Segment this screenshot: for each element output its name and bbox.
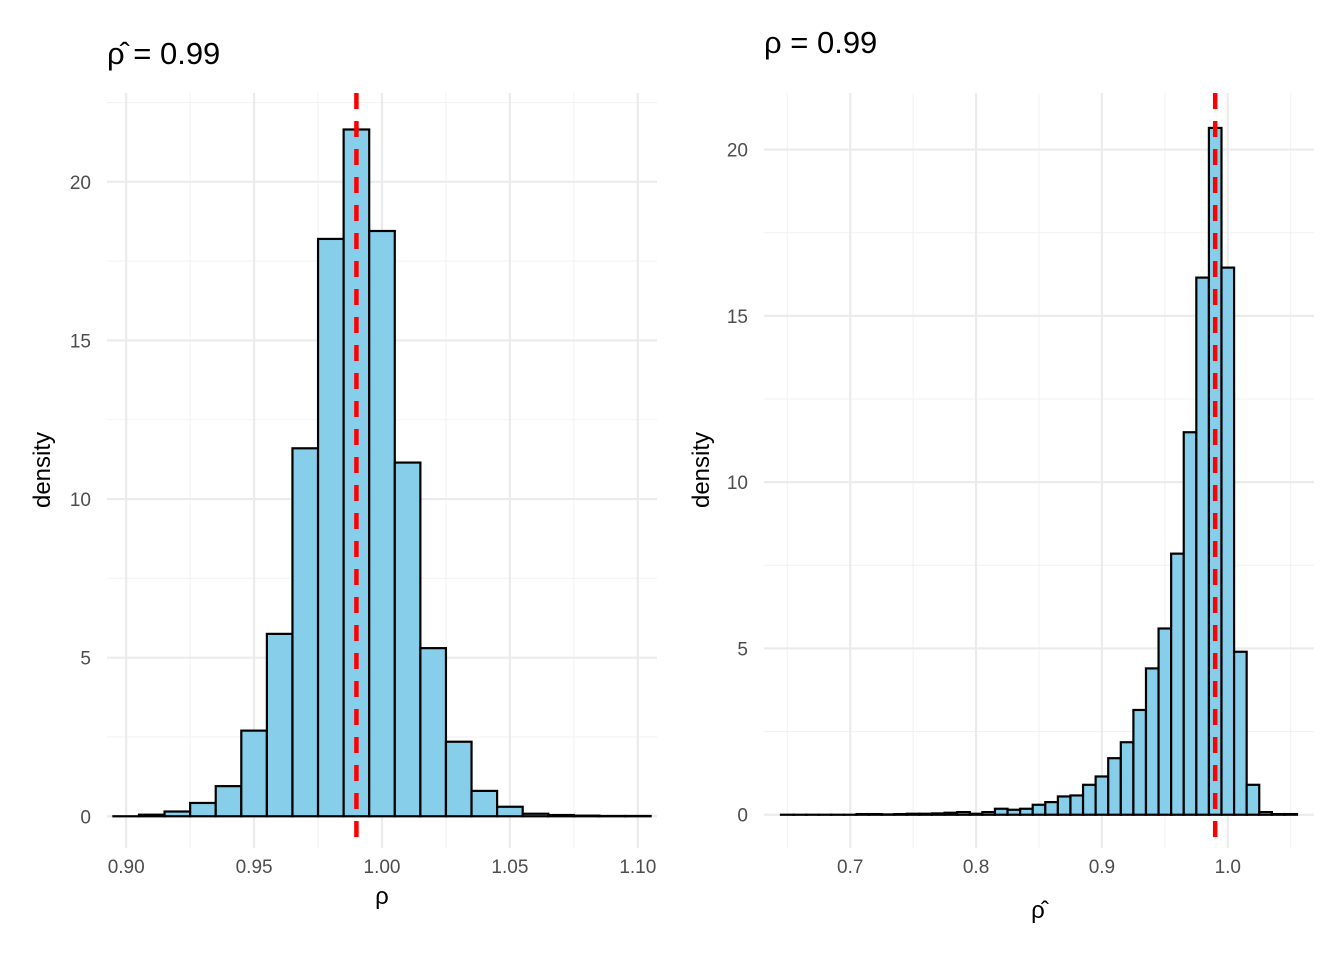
right-histogram-bar: [943, 811, 959, 816]
right-x-tick-label: 1.0: [1215, 857, 1241, 878]
right-histogram-bar: [855, 812, 871, 816]
right-histogram-bar: [1069, 794, 1085, 816]
right-histogram-bar: [1144, 667, 1160, 816]
right-histogram-bar: [981, 810, 997, 816]
right-histogram-bar: [1006, 808, 1022, 816]
right-histogram-bar: [1157, 627, 1173, 816]
right-histogram-bar: [1044, 801, 1059, 816]
left-histogram-bar: [419, 647, 448, 818]
right-histogram-bar: [1081, 783, 1097, 816]
right-histogram-bar: [1258, 810, 1273, 816]
right-histogram-bar: [1031, 803, 1047, 816]
right-histogram-bars: [779, 126, 1299, 816]
right-histogram-bar: [968, 812, 984, 816]
left-y-tick-label: 5: [80, 649, 91, 670]
left-x-tick-label: 1.00: [364, 857, 401, 878]
right-histogram-bar: [956, 810, 971, 816]
left-histogram-bar: [214, 785, 243, 818]
left-x-tick-label: 1.10: [619, 857, 656, 878]
right-histogram-bar: [1245, 783, 1261, 816]
right-x-tick-label: 0.7: [837, 857, 863, 878]
right-panel-title: ρ = 0.99: [764, 25, 877, 60]
right-histogram-bar: [867, 812, 883, 816]
right-y-tick-label: 10: [727, 473, 748, 494]
right-histogram-bar: [918, 812, 934, 816]
right-histogram-bar: [993, 807, 1009, 816]
left-x-tick-label: 0.90: [108, 857, 145, 878]
right-histogram-bar: [1270, 812, 1286, 816]
right-histogram-bar: [1119, 741, 1135, 816]
left-histogram-bar: [547, 813, 575, 818]
right-x-tick-label: 0.8: [963, 857, 989, 878]
left-x-tick-label: 1.05: [491, 857, 528, 878]
left-x-tick-label: 0.95: [236, 857, 273, 878]
left-histogram-bar: [265, 632, 294, 818]
right-histogram-bar: [905, 812, 921, 816]
left-histogram-bar: [137, 813, 166, 818]
right-histogram-bar: [1195, 276, 1211, 816]
left-y-tick-label: 10: [70, 490, 91, 511]
left-panel-title: ρ̂ = 0.99: [107, 36, 220, 71]
right-y-axis-title: density: [688, 432, 715, 508]
left-histogram-bar: [444, 740, 473, 818]
right-y-tick-label: 15: [727, 307, 748, 328]
right-histogram-bar: [1107, 757, 1122, 816]
left-histogram-bar: [470, 789, 499, 818]
left-y-axis-title: density: [29, 432, 56, 508]
left-histogram-bar: [572, 814, 601, 818]
right-x-tick-label: 0.9: [1089, 857, 1115, 878]
left-x-axis-title: ρ: [375, 883, 389, 910]
right-histogram-bar: [893, 812, 908, 816]
left-y-tick-label: 20: [70, 173, 91, 194]
left-histogram-bar: [368, 229, 396, 818]
left-histogram-bars: [112, 128, 652, 818]
left-histogram-bar: [291, 447, 320, 818]
left-histogram-bar: [521, 812, 550, 818]
left-histogram-bar: [316, 237, 345, 818]
left-histogram-panel: ρ̂ = 0.99 ρ density 0.90 0.95 1.00 1.05 1.10…: [29, 36, 657, 910]
right-histogram-bar: [1170, 552, 1185, 816]
right-histogram-bar: [930, 812, 946, 816]
right-histogram-bar: [1232, 650, 1248, 816]
right-histogram-bar: [1283, 812, 1299, 816]
right-y-tick-label: 5: [737, 639, 748, 660]
left-histogram-bar: [496, 805, 524, 818]
left-histogram-bar: [240, 729, 268, 818]
right-histogram-bar: [1220, 266, 1236, 816]
right-x-axis-title: ρ̂: [1031, 897, 1049, 924]
right-y-tick-label: 0: [737, 806, 748, 827]
right-histogram-bar: [1132, 708, 1148, 816]
right-histogram-bar: [1182, 431, 1198, 816]
left-histogram-bar: [163, 810, 192, 818]
right-y-tick-label: 20: [727, 141, 748, 162]
left-y-tick-label: 0: [80, 807, 91, 828]
left-histogram-bar: [393, 461, 422, 818]
left-histogram-bar: [189, 801, 217, 818]
right-histogram-bar: [1094, 775, 1110, 816]
right-histogram-panel: ρ = 0.99 ρ̂ density 0.7 0.8 0.9 1.0 0 5 10 15 20: [688, 25, 1314, 924]
left-y-tick-label: 15: [70, 331, 91, 352]
right-histogram-bar: [1056, 795, 1072, 816]
right-histogram-bar: [1019, 807, 1034, 816]
